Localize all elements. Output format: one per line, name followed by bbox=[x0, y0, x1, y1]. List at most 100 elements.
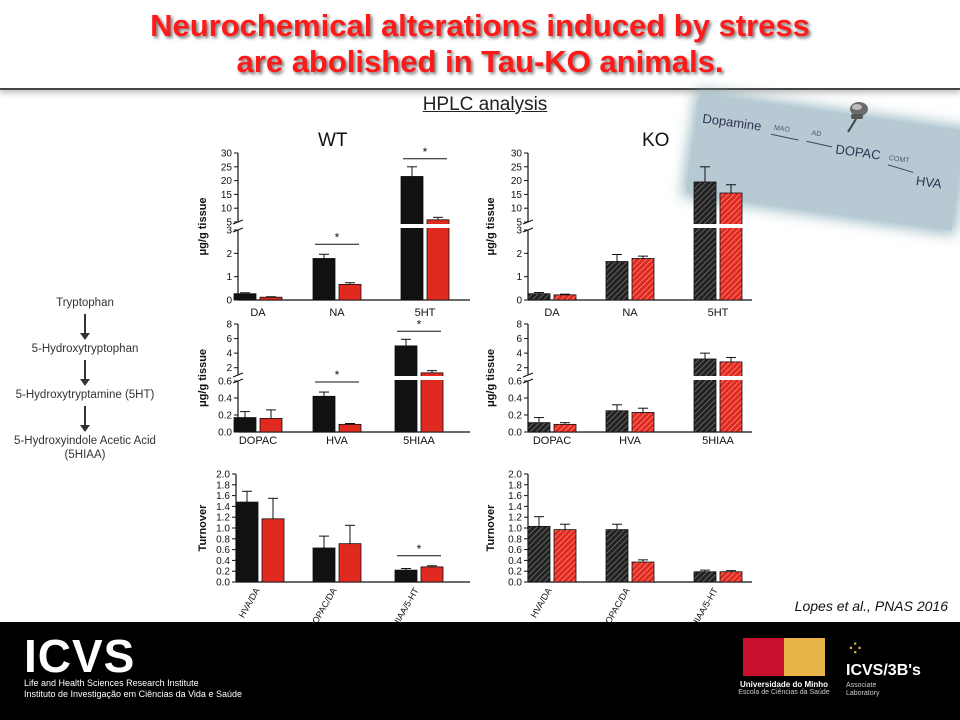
x-tick-label: HVA bbox=[326, 435, 348, 447]
ko-bar bbox=[631, 561, 655, 583]
y-tick-label: 2 bbox=[226, 249, 232, 260]
y-tick-label: 5 bbox=[226, 218, 232, 229]
stress-bar bbox=[338, 283, 362, 301]
y-tick-label: 0.0 bbox=[508, 428, 522, 439]
y-tick-label: 1.4 bbox=[216, 502, 230, 513]
y-tick-label: 10 bbox=[221, 204, 233, 215]
down-arrow-icon bbox=[0, 310, 170, 342]
y-tick-label: 0.2 bbox=[216, 567, 230, 578]
y-tick-label: 25 bbox=[221, 162, 233, 173]
ko-bar bbox=[693, 571, 717, 583]
ko-group-label: KO bbox=[642, 130, 670, 151]
control-bar bbox=[394, 569, 418, 583]
y-axis-label: μg/g tissue bbox=[485, 349, 497, 407]
y-tick-label: 3 bbox=[226, 226, 232, 237]
y-tick-label: 1.8 bbox=[216, 480, 230, 491]
y-tick-label: 0.0 bbox=[216, 578, 230, 589]
icvs-line-2: Instituto de Investigação em Ciências da… bbox=[24, 689, 242, 699]
ko-bar bbox=[631, 412, 655, 433]
ko-bar bbox=[527, 422, 551, 433]
citation: Lopes et al., PNAS 2016 bbox=[794, 598, 948, 614]
y-tick-label: 8 bbox=[516, 320, 522, 331]
slide-title-line-2: are abolished in Tau-KO animals. bbox=[236, 44, 724, 79]
significance-star: * bbox=[423, 145, 428, 159]
y-axis-label: μg/g tissue bbox=[197, 197, 209, 255]
control-bar bbox=[312, 395, 336, 433]
ko-bar bbox=[605, 410, 629, 433]
ko-bar bbox=[553, 423, 577, 433]
footer: ICVS Life and Health Sciences Research I… bbox=[0, 622, 960, 720]
y-tick-label: 0 bbox=[516, 296, 522, 307]
push-pin-icon bbox=[847, 102, 868, 133]
y-tick-label: 0.6 bbox=[216, 545, 230, 556]
ko-bar bbox=[719, 571, 743, 583]
control-bar bbox=[233, 293, 257, 301]
pathway-step-tryptophan: Tryptophan bbox=[56, 297, 114, 309]
y-tick-label: 8 bbox=[226, 320, 232, 331]
icvs3bs-logo: ⁘ ICVS/3B's Associate Laboratory bbox=[846, 638, 946, 698]
ko-bar bbox=[527, 293, 551, 301]
y-tick-label: 20 bbox=[511, 176, 523, 187]
uminho-logo: Universidade do Minho Escola de Ciências… bbox=[734, 638, 834, 696]
y-tick-label: 2.0 bbox=[216, 470, 230, 481]
stress-bar bbox=[259, 296, 283, 301]
y-tick-label: 0.8 bbox=[508, 534, 522, 545]
y-tick-label: 15 bbox=[511, 190, 523, 201]
stress-bar bbox=[420, 372, 444, 433]
dopamine-pathway-card: Dopamine MAO AD DOPAC COMT HVA bbox=[686, 94, 960, 231]
y-tick-label: 0.6 bbox=[508, 377, 522, 388]
x-tick-label: NA bbox=[622, 307, 638, 319]
ko-bar bbox=[553, 294, 577, 301]
y-tick-label: 1.6 bbox=[216, 491, 230, 502]
y-tick-label: 1.2 bbox=[508, 513, 522, 524]
significance-star: * bbox=[417, 317, 422, 331]
pathway-arrows bbox=[770, 133, 914, 173]
y-tick-label: 30 bbox=[511, 149, 523, 160]
x-tick-label: HVA/DA bbox=[529, 586, 554, 619]
y-tick-label: 10 bbox=[511, 204, 523, 215]
y-tick-label: 15 bbox=[221, 190, 233, 201]
title-bar: Neurochemical alterations induced by str… bbox=[0, 0, 960, 90]
x-tick-label: DOPAC bbox=[239, 435, 277, 447]
y-tick-label: 0.4 bbox=[216, 556, 230, 567]
y-tick-label: 1.6 bbox=[508, 491, 522, 502]
icvs-wordmark: ICVS bbox=[24, 630, 136, 682]
uminho-emblem bbox=[743, 638, 825, 676]
x-tick-label: DA bbox=[544, 307, 560, 319]
pathway-step-5hiaa: 5-Hydroxyindole Acetic Acid bbox=[14, 435, 156, 447]
y-tick-label: 0.0 bbox=[508, 578, 522, 589]
bar-break-gap bbox=[393, 376, 445, 380]
y-axis-label: Turnover bbox=[485, 504, 497, 552]
x-tick-label: HVA/DA bbox=[237, 586, 262, 619]
y-tick-label: 1.0 bbox=[508, 524, 522, 535]
y-tick-label: 1.8 bbox=[508, 480, 522, 491]
stress-bar bbox=[420, 566, 444, 583]
stress-bar bbox=[261, 518, 285, 583]
control-bar bbox=[312, 547, 336, 583]
ko-bar bbox=[719, 361, 743, 433]
y-tick-label: 5 bbox=[516, 218, 522, 229]
y-tick-label: 6 bbox=[226, 334, 232, 345]
y-tick-label: 2 bbox=[516, 249, 522, 260]
x-tick-label: HVA bbox=[619, 435, 641, 447]
y-tick-label: 1.4 bbox=[508, 502, 522, 513]
stress-bar bbox=[259, 417, 283, 433]
bar-break-gap bbox=[692, 376, 744, 380]
y-tick-label: 1 bbox=[516, 272, 522, 283]
y-tick-label: 0 bbox=[226, 296, 232, 307]
x-tick-label: DOPAC bbox=[533, 435, 571, 447]
y-tick-label: 0.2 bbox=[508, 567, 522, 578]
y-tick-label: 0.0 bbox=[218, 428, 232, 439]
bar-break-gap bbox=[399, 224, 451, 228]
y-tick-label: 3 bbox=[516, 226, 522, 237]
y-tick-label: 2.0 bbox=[508, 470, 522, 481]
x-tick-label: 5HT bbox=[415, 307, 436, 319]
uminho-school: Escola de Ciências da Saúde bbox=[738, 689, 830, 696]
ko-bar bbox=[605, 261, 629, 301]
ko-bar bbox=[631, 258, 655, 301]
ko-bar bbox=[527, 525, 551, 583]
lab-line-2: Laboratory bbox=[846, 690, 880, 697]
significance-star: * bbox=[417, 542, 422, 556]
ko-bar bbox=[693, 181, 717, 301]
wt-group-label: WT bbox=[318, 130, 348, 151]
